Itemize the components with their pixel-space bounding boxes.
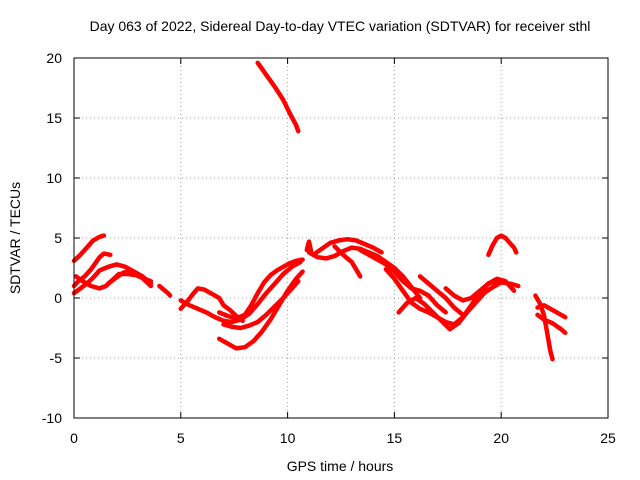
x-axis-label: GPS time / hours (287, 458, 394, 474)
data-series-track-w (535, 312, 568, 336)
data-series-track-i (216, 257, 305, 321)
data-series-track-r (396, 280, 521, 332)
y-tick-label: 0 (54, 290, 62, 306)
data-series-track-s (417, 274, 466, 318)
data-series-track-a (71, 233, 107, 264)
y-tick-label: 5 (54, 230, 62, 246)
grid-lines (74, 58, 608, 418)
data-series-track-e (105, 268, 154, 289)
x-tick-label: 0 (70, 430, 78, 446)
data-series-track-v (533, 293, 555, 362)
y-axis-label: SDTVAR / TECUs (7, 182, 23, 294)
y-tick-label: 15 (46, 110, 62, 126)
x-tick-label: 20 (493, 430, 509, 446)
data-series-track-p (357, 247, 448, 315)
y-tick-label: -10 (42, 410, 62, 426)
x-tick-label: 15 (387, 430, 403, 446)
x-tick-label: 10 (280, 430, 296, 446)
data-series-track-g (178, 286, 245, 324)
data-series-track-l (255, 60, 301, 134)
plot-frame (73, 57, 609, 419)
data-series-track-m (310, 236, 384, 258)
chart-title: Day 063 of 2022, Sidereal Day-to-day VTE… (90, 18, 591, 34)
x-tick-label: 5 (177, 430, 185, 446)
data-series-track-h (178, 259, 303, 325)
data-series-track-k (221, 278, 301, 331)
y-tick-label: 20 (46, 50, 62, 66)
data-series-group (71, 60, 568, 362)
data-series-track-t (443, 276, 517, 303)
axis-ticks: 0 5 10 15 20 25 -10 -5 0 5 10 15 20 (42, 50, 616, 446)
data-series-track-y (304, 239, 314, 254)
data-series-track-f (157, 283, 173, 298)
x-tick-label: 25 (600, 430, 616, 446)
y-tick-label: 10 (46, 170, 62, 186)
y-tick-label: -5 (50, 350, 63, 366)
data-series-track-u (486, 233, 519, 258)
data-series-track-o (332, 244, 363, 279)
data-series-track-x (535, 302, 568, 320)
